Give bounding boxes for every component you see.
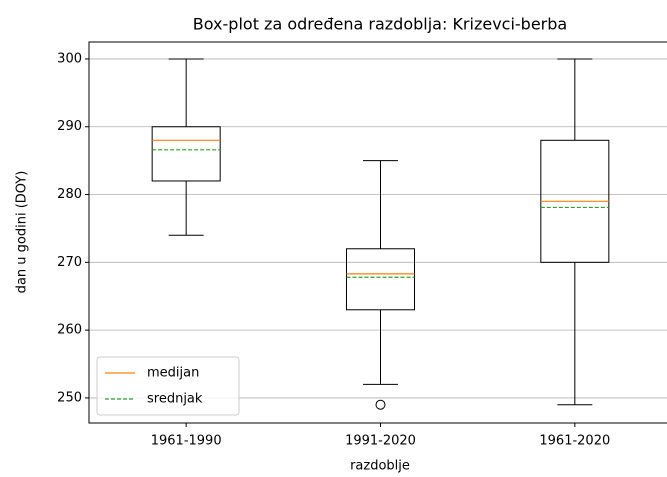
legend-label: medijan bbox=[147, 366, 199, 381]
x-axis-label: razdoblje bbox=[350, 459, 410, 474]
y-axis-label: dan u godini (DOY) bbox=[15, 171, 30, 294]
chart-title: Box-plot za određena razdoblja: Krizevci… bbox=[193, 15, 567, 34]
y-tick-label: 280 bbox=[57, 187, 82, 202]
x-tick-label: 1961-1990 bbox=[151, 434, 222, 449]
x-tick-label: 1991-2020 bbox=[345, 434, 416, 449]
x-tick-label: 1961-2020 bbox=[539, 434, 610, 449]
box-group bbox=[345, 160, 416, 410]
box-group bbox=[151, 58, 221, 236]
legend-label: srednjak bbox=[147, 392, 203, 407]
y-tick-label: 290 bbox=[57, 119, 82, 134]
y-tick-label: 270 bbox=[57, 255, 82, 270]
box bbox=[345, 248, 416, 311]
y-tick-label: 260 bbox=[57, 323, 82, 338]
box bbox=[151, 126, 221, 182]
flier bbox=[375, 399, 386, 410]
y-tick-label: 250 bbox=[57, 390, 82, 405]
box-group bbox=[540, 58, 610, 406]
legend-box bbox=[96, 356, 240, 416]
y-tick-label: 300 bbox=[57, 51, 82, 66]
